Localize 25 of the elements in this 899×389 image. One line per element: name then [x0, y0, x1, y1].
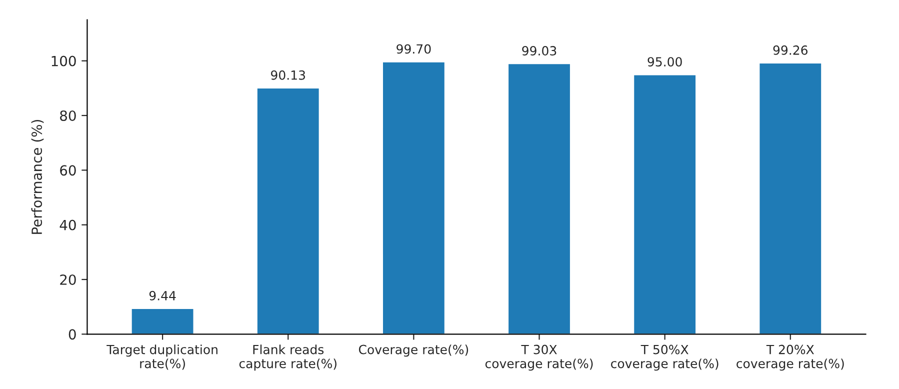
- data-label: 99.26: [773, 45, 808, 55]
- x-tick-label: T 20%X coverage rate(%): [736, 344, 844, 371]
- bar: [758, 62, 822, 334]
- x-tick-label: Target duplication rate(%): [106, 344, 218, 370]
- y-tick-label: 40: [60, 220, 76, 230]
- bar: [507, 62, 572, 334]
- y-tick-label: 80: [60, 110, 76, 121]
- x-tick-label: Flank reads capture rate(%): [239, 344, 336, 371]
- data-label: 95.00: [648, 57, 682, 67]
- x-tick-label: T 30X coverage rate(%): [485, 344, 593, 371]
- x-tick-label: Coverage rate(%): [358, 344, 468, 357]
- bar: [256, 87, 320, 334]
- y-tick-label: 0: [68, 329, 76, 340]
- data-label: 99.03: [522, 46, 556, 56]
- y-tick-label: 100: [52, 56, 76, 66]
- y-tick-label: 20: [60, 274, 76, 285]
- data-label: 99.70: [396, 44, 431, 54]
- x-tick-label: T 50%X coverage rate(%): [611, 344, 718, 371]
- bar: [632, 74, 697, 334]
- bar: [130, 308, 195, 334]
- y-axis-title: Performance (%): [31, 120, 44, 234]
- bar: [382, 60, 446, 334]
- data-label: 9.44: [149, 290, 176, 300]
- data-label: 90.13: [271, 70, 306, 80]
- y-tick-label: 60: [60, 165, 76, 176]
